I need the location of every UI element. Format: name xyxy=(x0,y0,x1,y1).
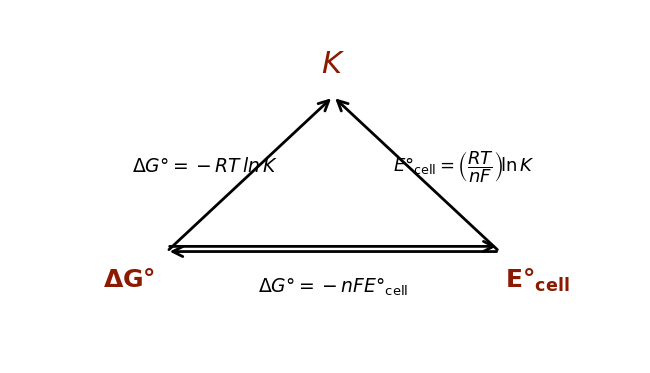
Text: $\mathit{K}$: $\mathit{K}$ xyxy=(321,50,345,79)
Text: $\mathbf{E°_{cell}}$: $\mathbf{E°_{cell}}$ xyxy=(505,267,569,294)
Text: $E°_{\mathrm{cell}} = \left(\dfrac{RT}{nF}\right)\!\ln K$: $E°_{\mathrm{cell}} = \left(\dfrac{RT}{n… xyxy=(393,149,535,185)
Text: $\mathbf{\Delta G°}$: $\mathbf{\Delta G°}$ xyxy=(103,268,155,292)
Text: $\Delta G° = -nFE°_{\mathrm{cell}}$: $\Delta G° = -nFE°_{\mathrm{cell}}$ xyxy=(258,277,408,298)
Text: $\Delta G° = -RT\mathit{\,ln\,K}$: $\Delta G° = -RT\mathit{\,ln\,K}$ xyxy=(132,157,278,176)
